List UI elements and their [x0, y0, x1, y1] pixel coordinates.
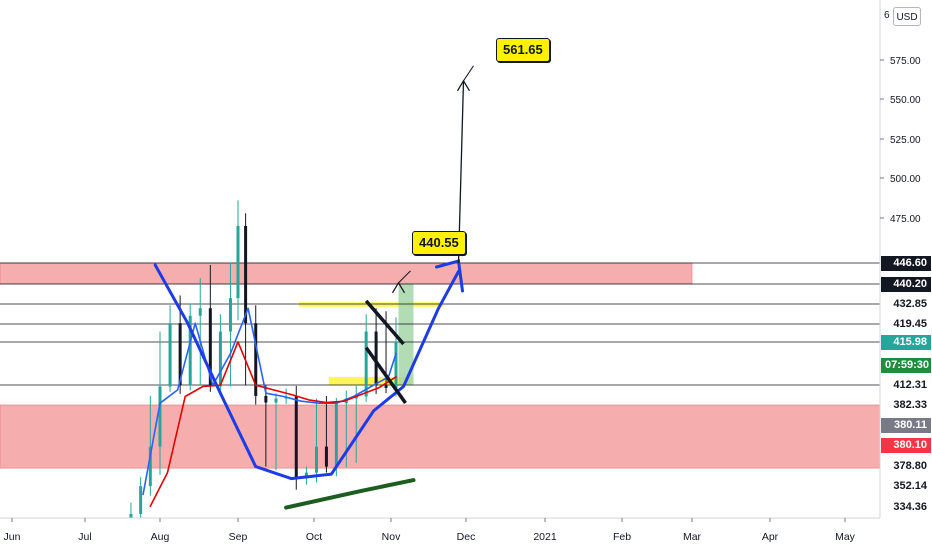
candle-body — [218, 331, 222, 387]
candle-body — [394, 341, 398, 388]
candle-body — [374, 331, 378, 386]
candle — [334, 397, 338, 477]
currency-selector-button[interactable]: USD — [893, 7, 921, 26]
support-zone — [0, 405, 880, 469]
candle — [264, 385, 268, 467]
price-badge-382: 382.33 — [881, 398, 931, 413]
price-tick-label: 550.00 — [890, 95, 921, 106]
candle-body — [254, 323, 258, 396]
candle-body — [264, 395, 268, 403]
candle-body — [274, 398, 278, 403]
candle — [188, 303, 192, 391]
price-badge-334: 334.36 — [881, 500, 931, 515]
time-tick-label: Oct — [306, 531, 322, 543]
yellow-zone-lower — [328, 376, 414, 386]
candle-body — [168, 323, 172, 387]
time-tick-label: Feb — [613, 531, 631, 543]
candle — [314, 398, 318, 483]
candle-body — [188, 315, 192, 386]
price-tick-label: 575.00 — [890, 56, 921, 67]
candle-body — [228, 298, 232, 332]
candle — [236, 200, 240, 321]
candle-body — [158, 386, 162, 447]
time-tick-label: Sep — [229, 531, 248, 543]
green-trendline — [284, 478, 416, 510]
resistance-zone — [0, 263, 692, 284]
blue-moving-average — [142, 307, 397, 496]
candle-body — [384, 385, 388, 388]
price-badge-419: 419.45 — [881, 317, 931, 332]
time-tick-label: 2021 — [533, 531, 557, 543]
time-tick-label: Mar — [683, 531, 702, 543]
projection-arrow-head — [391, 281, 406, 294]
price-badge-352: 352.14 — [881, 479, 931, 494]
channel-upper-line — [364, 299, 405, 346]
candle-body — [334, 403, 338, 467]
price-badge-440: 440.20 — [881, 277, 931, 292]
candle — [364, 314, 368, 402]
candle-body — [324, 446, 328, 467]
price-tick-label: 525.00 — [890, 135, 921, 146]
candle-body — [208, 308, 212, 387]
candle-body — [364, 331, 368, 397]
time-tick-label: Apr — [762, 531, 779, 543]
price-badge-412: 412.31 — [881, 378, 931, 393]
callout-leader-440 — [398, 270, 411, 284]
candle — [198, 278, 202, 386]
price-tick-label: 475.00 — [890, 214, 921, 225]
target-projection-zone — [398, 282, 414, 385]
candle — [324, 395, 328, 473]
candle-body — [314, 446, 318, 473]
red-moving-average — [149, 341, 397, 508]
time-tick-label: Aug — [151, 531, 170, 543]
candle — [168, 305, 172, 392]
price-tick-label: 500.00 — [890, 174, 921, 185]
time-tick-label: Jul — [78, 531, 91, 543]
candle — [218, 314, 222, 396]
target-callout-440[interactable]: 440.55 — [412, 231, 466, 255]
target-callout-561[interactable]: 561.65 — [496, 38, 550, 62]
price-badge-446: 446.60 — [881, 256, 931, 271]
countdown-badge: 07:59:30 — [881, 358, 931, 373]
candle — [254, 305, 258, 405]
time-tick-label: Nov — [382, 531, 401, 543]
candle-body — [139, 486, 143, 514]
candle-body — [294, 396, 298, 479]
candle-body — [244, 225, 248, 324]
time-tick-label: Dec — [457, 531, 476, 543]
time-axis-panel — [0, 518, 932, 550]
candle — [228, 262, 232, 387]
candle-body — [354, 396, 358, 399]
candle-body — [178, 323, 182, 386]
candle-body — [148, 446, 152, 487]
candle — [394, 317, 398, 397]
candle — [148, 395, 152, 496]
time-tick-label: May — [835, 531, 856, 543]
candle — [244, 213, 248, 386]
time-tick-label: Jun — [4, 531, 21, 543]
callout-leader-561 — [463, 65, 474, 82]
candle-body — [236, 225, 240, 299]
channel-lower-line — [364, 346, 407, 405]
candle — [294, 385, 298, 490]
candle — [274, 393, 278, 471]
price-badge-380-grey: 380.11 — [881, 418, 931, 433]
price-badge-432: 432.85 — [881, 297, 931, 312]
price-axis-panel — [880, 0, 932, 550]
axis-top-cut-label: 6 — [884, 10, 890, 21]
price-badge-378: 378.80 — [881, 459, 931, 474]
candle-body — [198, 308, 202, 316]
price-badge-380-red: 380.10 — [881, 438, 931, 453]
candle — [354, 385, 358, 463]
candle — [374, 308, 378, 394]
price-badge-last: 415.98 — [881, 335, 931, 350]
cup-curve — [153, 263, 460, 481]
